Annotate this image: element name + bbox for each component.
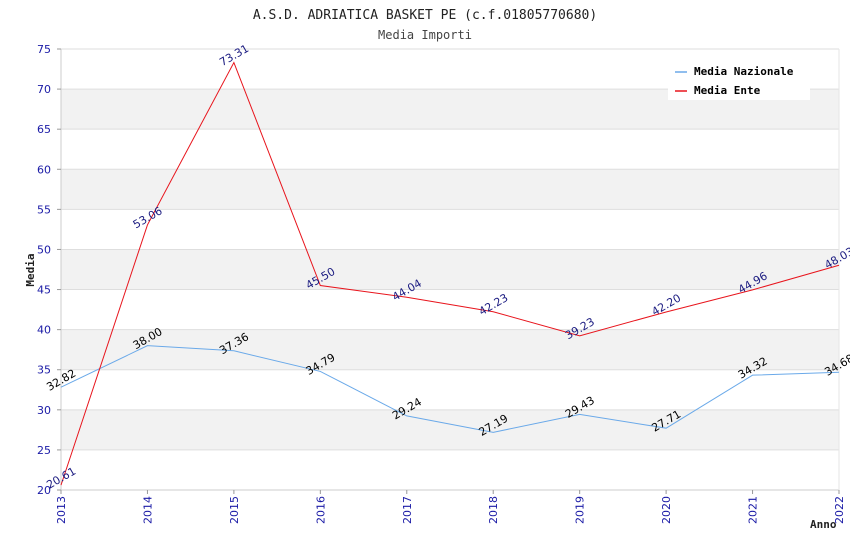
series-line-media-ente [60,61,840,486]
axes [60,49,840,491]
x-tick-label: 2018 [487,496,500,524]
chart-title: A.S.D. ADRIATICA BASKET PE (c.f.01805770… [253,8,597,23]
x-tick-label: 2020 [660,496,673,524]
y-axis-label: Media [24,253,37,286]
x-tick-label: 2017 [401,496,414,524]
legend-box [668,58,810,100]
y-tick-label: 45 [37,284,51,297]
grid-bands [61,89,839,450]
y-tick-label: 75 [37,43,51,56]
x-axis-label: Anno [810,518,837,531]
legend-label-media-nazionale: Media Nazionale [694,65,794,78]
data-label: 73.31 [217,42,251,69]
legend-label-media-ente: Media Ente [694,84,761,97]
y-tick-label: 65 [37,123,51,136]
y-tick-label: 70 [37,83,51,96]
y-tick-label: 50 [37,243,51,256]
x-tick-label: 2019 [574,496,587,524]
y-tick-label: 35 [37,364,51,377]
y-axis-ticks: 20 25 30 35 40 45 50 55 60 65 70 75 [37,43,61,497]
grid-band [61,249,839,290]
y-tick-label: 40 [37,324,51,337]
y-tick-label: 25 [37,444,51,457]
series-lines [60,61,840,486]
grid-band [61,169,839,210]
grid-band [61,329,839,370]
legend: Media Nazionale Media Ente [668,58,810,100]
data-label: 42.20 [649,291,683,318]
x-tick-label: 2014 [141,496,154,524]
x-tick-label: 2013 [55,496,68,524]
grid-band [61,409,839,450]
x-tick-label: 2022 [833,496,846,524]
y-tick-label: 55 [37,203,51,216]
x-tick-label: 2016 [314,496,327,524]
series-line-media-nazionale [60,345,840,433]
y-tick-label: 60 [37,163,51,176]
x-tick-label: 2021 [747,496,760,524]
y-tick-label: 30 [37,404,51,417]
chart-subtitle: Media Importi [378,28,472,42]
x-tick-label: 2015 [228,496,241,524]
data-label: 42.23 [477,291,511,318]
y-tick-label: 20 [37,484,51,497]
x-axis-ticks: 2013 2014 2015 2016 2017 2018 2019 2020 2021 2022 [55,490,846,524]
